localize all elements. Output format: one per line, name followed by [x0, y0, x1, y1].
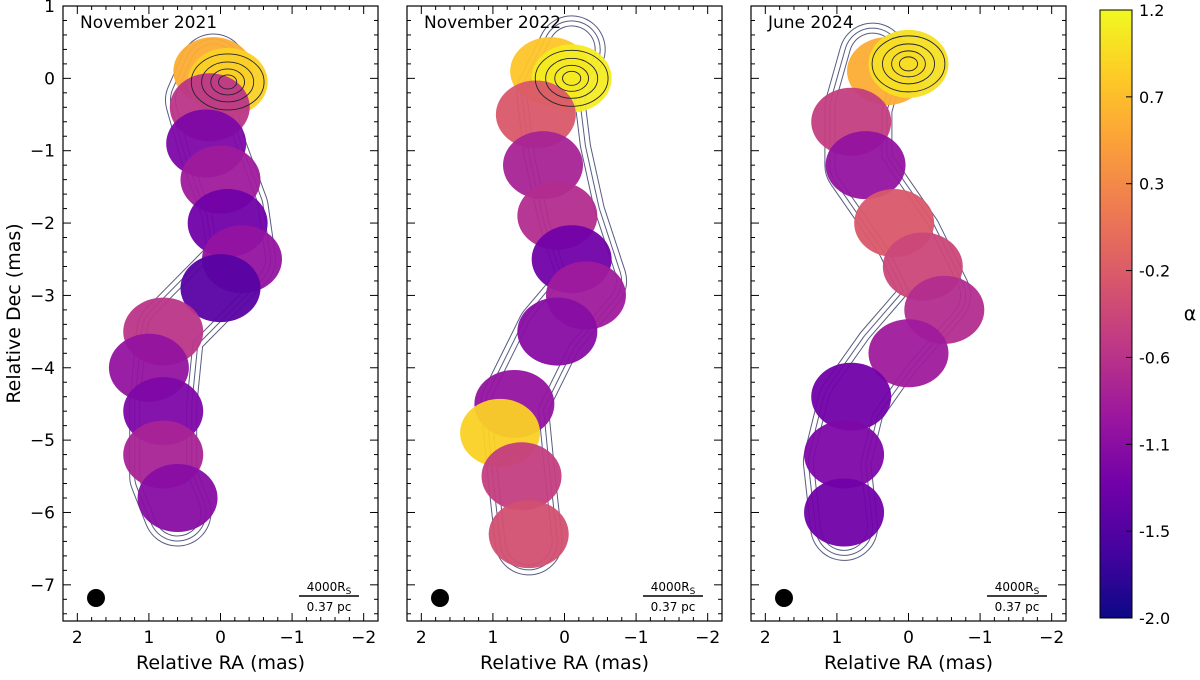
- y-tick-label: 1: [44, 0, 55, 17]
- spectral-blob-13: [137, 464, 218, 532]
- y-tick-label: −5: [30, 431, 55, 451]
- x-tick-label: 1: [831, 628, 842, 648]
- y-axis-title: Relative Dec (mas): [3, 223, 25, 403]
- x-tick-label: 0: [215, 628, 226, 648]
- y-tick-label: −7: [30, 576, 55, 596]
- panels-layer: 2 1 0 −1 −2 1 0 −1 −2 −3 −4 −5 −6 −7 Relative Dec (mas…: [3, 0, 1067, 674]
- scale-bar-bottom-label: 0.37 pc: [307, 600, 352, 614]
- core-contour-3: [554, 64, 590, 92]
- panel-title: November 2022: [424, 13, 561, 33]
- x-tick-label: 0: [559, 628, 570, 648]
- core-contour-2: [545, 57, 599, 99]
- spectral-blob-11: [804, 478, 885, 547]
- x-axis-title: Relative RA (mas): [824, 652, 993, 674]
- core-contour-1: [871, 35, 946, 93]
- panel-title: November 2021: [80, 13, 217, 33]
- x-axis-title: Relative RA (mas): [480, 652, 649, 674]
- beam-marker: [87, 589, 105, 607]
- core-contour-3: [891, 50, 926, 78]
- x-tick-label: 1: [487, 628, 498, 648]
- core-contour-1: [190, 53, 265, 111]
- y-tick-label: −2: [30, 214, 55, 234]
- spectral-blob-8: [180, 254, 261, 323]
- spectral-blob-8: [517, 297, 598, 366]
- x-axis-title: Relative RA (mas): [136, 652, 305, 674]
- panel-2: 2 1 0 −1 −2 Relative RA (mas) November 2022 400…: [406, 5, 723, 674]
- x-tick-label: 2: [760, 628, 771, 648]
- core-contour-4: [218, 74, 238, 90]
- core-contour-2: [201, 61, 255, 103]
- colorbar-tick-label: 0.7: [1139, 88, 1164, 107]
- spectral-blob-8: [868, 319, 949, 388]
- beam-marker: [775, 589, 793, 607]
- core-contour-3: [210, 68, 246, 96]
- y-tick-label: −4: [30, 359, 55, 379]
- spectral-blob-11: [481, 442, 562, 511]
- spectral-blob-2: [868, 29, 949, 98]
- x-tick-label: −1: [624, 628, 649, 648]
- panel-title: June 2024: [767, 13, 854, 33]
- y-tick-label: −6: [30, 503, 55, 523]
- colorbar: 1.2 0.7 0.3 -0.2 -0.6 -1.1 -1.5 -2.0 α: [1099, 1, 1197, 628]
- colorbar-tick-label: -0.6: [1139, 348, 1170, 367]
- colorbar-gradient: [1099, 9, 1133, 619]
- x-tick-label: −2: [1039, 628, 1064, 648]
- x-tick-label: −2: [695, 628, 720, 648]
- scale-bar-top-label: 4000RS: [651, 580, 696, 597]
- panel-1: 2 1 0 −1 −2 1 0 −1 −2 −3 −4 −5 −6 −7 Relative Dec (mas…: [3, 0, 379, 674]
- colorbar-tick-label: -1.1: [1139, 435, 1170, 454]
- y-tick-label: −3: [30, 286, 55, 306]
- scale-bar-bottom-label: 0.37 pc: [651, 600, 696, 614]
- spectral-blob-12: [488, 500, 569, 569]
- core-contour-2: [882, 43, 935, 85]
- core-contour-1: [534, 49, 609, 107]
- scale-bar-bottom-label: 0.37 pc: [995, 600, 1040, 614]
- spectral-blob-4: [825, 131, 906, 200]
- x-tick-label: 1: [143, 628, 154, 648]
- y-tick-label: −1: [30, 142, 55, 162]
- scale-bar-top-label: 4000RS: [995, 580, 1040, 597]
- beam-marker: [431, 589, 449, 607]
- spectral-blob-9: [811, 362, 892, 431]
- core-contour-4: [562, 70, 582, 86]
- x-tick-label: 2: [72, 628, 83, 648]
- colorbar-tick-label: 0.3: [1139, 175, 1164, 194]
- core-contour-4: [898, 56, 919, 72]
- colorbar-tick-label: -1.5: [1139, 522, 1170, 541]
- x-tick-label: −2: [351, 628, 376, 648]
- spectral-blob-3: [495, 80, 576, 149]
- x-tick-label: 0: [903, 628, 914, 648]
- colorbar-tick-label: -0.2: [1139, 262, 1170, 281]
- spectral-blob-10: [804, 420, 885, 489]
- colorbar-title: α: [1184, 303, 1197, 325]
- x-tick-label: 2: [416, 628, 427, 648]
- colorbar-tick-label: 1.2: [1139, 1, 1164, 20]
- scale-bar-top-label: 4000RS: [307, 580, 352, 597]
- colorbar-tick-label: -2.0: [1139, 609, 1170, 628]
- x-tick-label: −1: [280, 628, 305, 648]
- y-tick-label: 0: [44, 69, 55, 89]
- panel-3: 2 1 0 −1 −2 Relative RA (mas) June 2024 4000RS 0…: [750, 5, 1067, 674]
- x-tick-label: −1: [968, 628, 993, 648]
